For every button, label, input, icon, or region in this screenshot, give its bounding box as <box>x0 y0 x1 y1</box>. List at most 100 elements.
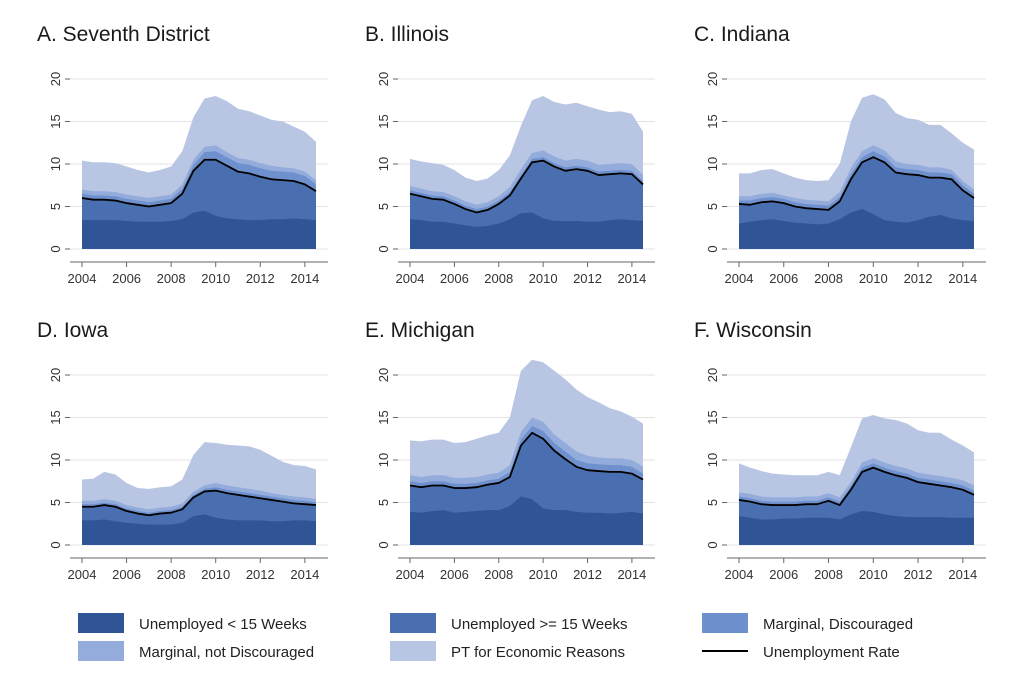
x-tick-label: 2008 <box>484 567 513 582</box>
x-tick-label: 2012 <box>573 567 602 582</box>
x-tick-label: 2004 <box>725 567 754 582</box>
y-tick-label: 0 <box>48 541 63 548</box>
legend-item-ge15: Unemployed >= 15 Weeks <box>390 613 628 633</box>
panel-title: C. Indiana <box>694 23 790 46</box>
unemployment-rate-line <box>409 431 644 489</box>
x-tick-label: 2006 <box>112 271 141 286</box>
legend-label: Marginal, Discouraged <box>763 616 913 633</box>
y-tick-label: 0 <box>705 541 720 548</box>
legend-swatch <box>702 613 748 633</box>
x-tick-label: 2008 <box>484 271 513 286</box>
legend-label: Unemployed >= 15 Weeks <box>451 616 628 633</box>
x-tick-label: 2006 <box>440 567 469 582</box>
legend-item-pt: PT for Economic Reasons <box>390 641 625 661</box>
legend-swatch <box>78 641 124 661</box>
y-tick-label: 10 <box>376 157 391 171</box>
area-unemployed-under-15-weeks <box>410 496 643 545</box>
panel-1: A. Seventh District 0 5 10 15 20 2004 2006 2008 2… <box>37 23 328 286</box>
y-tick-label: 5 <box>705 499 720 506</box>
unemployment-rate-line <box>409 159 644 214</box>
panels-group: A. Seventh District 0 5 10 15 20 2004 2006 2008 2… <box>37 23 986 582</box>
y-tick-label: 10 <box>48 453 63 467</box>
x-tick-label: 2010 <box>201 567 230 582</box>
y-tick-label: 5 <box>376 203 391 210</box>
legend-item-notdisc: Marginal, not Discouraged <box>78 641 314 661</box>
y-tick-label: 10 <box>376 453 391 467</box>
y-tick-label: 20 <box>48 368 63 382</box>
unemployment-rate-line <box>738 466 975 506</box>
y-tick-label: 0 <box>376 245 391 252</box>
x-tick-label: 2006 <box>769 271 798 286</box>
x-tick-label: 2008 <box>157 567 186 582</box>
x-tick-label: 2010 <box>529 271 558 286</box>
legend-swatch <box>390 641 436 661</box>
panel-2: B. Illinois 0 5 10 15 20 2004 2006 2008 2010 2012 2… <box>365 23 655 286</box>
y-tick-label: 20 <box>48 72 63 86</box>
area-unemployed-under-15-weeks <box>82 210 316 249</box>
x-tick-label: 2008 <box>814 271 843 286</box>
x-tick-label: 2014 <box>617 567 646 582</box>
y-tick-label: 0 <box>48 245 63 252</box>
y-tick-label: 5 <box>705 203 720 210</box>
legend-label: PT for Economic Reasons <box>451 644 625 661</box>
legend-label: Unemployment Rate <box>763 644 900 661</box>
y-tick-label: 10 <box>48 157 63 171</box>
x-tick-label: 2014 <box>948 271 977 286</box>
x-tick-label: 2010 <box>201 271 230 286</box>
x-tick-label: 2010 <box>859 271 888 286</box>
x-tick-label: 2014 <box>617 271 646 286</box>
panel-title: B. Illinois <box>365 23 449 46</box>
y-tick-label: 5 <box>48 203 63 210</box>
y-tick-label: 0 <box>705 245 720 252</box>
x-tick-label: 2008 <box>157 271 186 286</box>
area-unemployed-under-15-weeks <box>739 511 974 545</box>
x-tick-label: 2012 <box>573 271 602 286</box>
legend-item-disc: Marginal, Discouraged <box>702 613 913 633</box>
legend-swatch <box>390 613 436 633</box>
y-tick-label: 15 <box>48 114 63 128</box>
x-tick-label: 2008 <box>814 567 843 582</box>
x-tick-label: 2004 <box>396 271 425 286</box>
unemployment-rate-line <box>81 158 317 208</box>
x-tick-label: 2012 <box>904 271 933 286</box>
panel-4: D. Iowa 0 5 10 15 20 2004 2006 2008 2010 2012 2014 <box>37 319 328 582</box>
unemployment-rate-line <box>738 156 975 211</box>
y-tick-label: 15 <box>376 114 391 128</box>
y-tick-label: 10 <box>705 157 720 171</box>
x-tick-label: 2004 <box>396 567 425 582</box>
panel-title: A. Seventh District <box>37 23 210 46</box>
legend: Unemployed < 15 Weeks Unemployed >= 15 We… <box>78 613 913 661</box>
legend-swatch <box>78 613 124 633</box>
x-tick-label: 2010 <box>859 567 888 582</box>
y-tick-label: 15 <box>705 410 720 424</box>
panel-6: F. Wisconsin 0 5 10 15 20 2004 2006 2008 2010 2012… <box>694 319 986 582</box>
y-tick-label: 20 <box>376 368 391 382</box>
x-tick-label: 2010 <box>529 567 558 582</box>
y-tick-label: 15 <box>376 410 391 424</box>
x-tick-label: 2006 <box>769 567 798 582</box>
unemployment-rate-line <box>82 489 317 517</box>
y-tick-label: 5 <box>376 499 391 506</box>
x-tick-label: 2014 <box>290 271 319 286</box>
area-unemployed-under-15-weeks <box>82 514 316 545</box>
panel-title: F. Wisconsin <box>694 319 812 342</box>
y-tick-label: 0 <box>376 541 391 548</box>
y-tick-label: 15 <box>48 410 63 424</box>
x-tick-label: 2014 <box>290 567 319 582</box>
panel-title: E. Michigan <box>365 319 475 342</box>
legend-label: Marginal, not Discouraged <box>139 644 314 661</box>
legend-item-lt15: Unemployed < 15 Weeks <box>78 613 307 633</box>
x-tick-label: 2012 <box>246 567 275 582</box>
x-tick-label: 2004 <box>68 567 97 582</box>
panel-title: D. Iowa <box>37 319 109 342</box>
x-tick-label: 2006 <box>440 271 469 286</box>
y-tick-label: 20 <box>376 72 391 86</box>
panel-5: E. Michigan 0 5 10 15 20 2004 2006 2008 2010 2012 2… <box>365 319 655 582</box>
y-tick-label: 5 <box>48 499 63 506</box>
legend-item-rate: Unemployment Rate <box>702 644 900 661</box>
x-tick-label: 2004 <box>725 271 754 286</box>
x-tick-label: 2006 <box>112 567 141 582</box>
y-tick-label: 20 <box>705 368 720 382</box>
y-tick-label: 10 <box>705 453 720 467</box>
